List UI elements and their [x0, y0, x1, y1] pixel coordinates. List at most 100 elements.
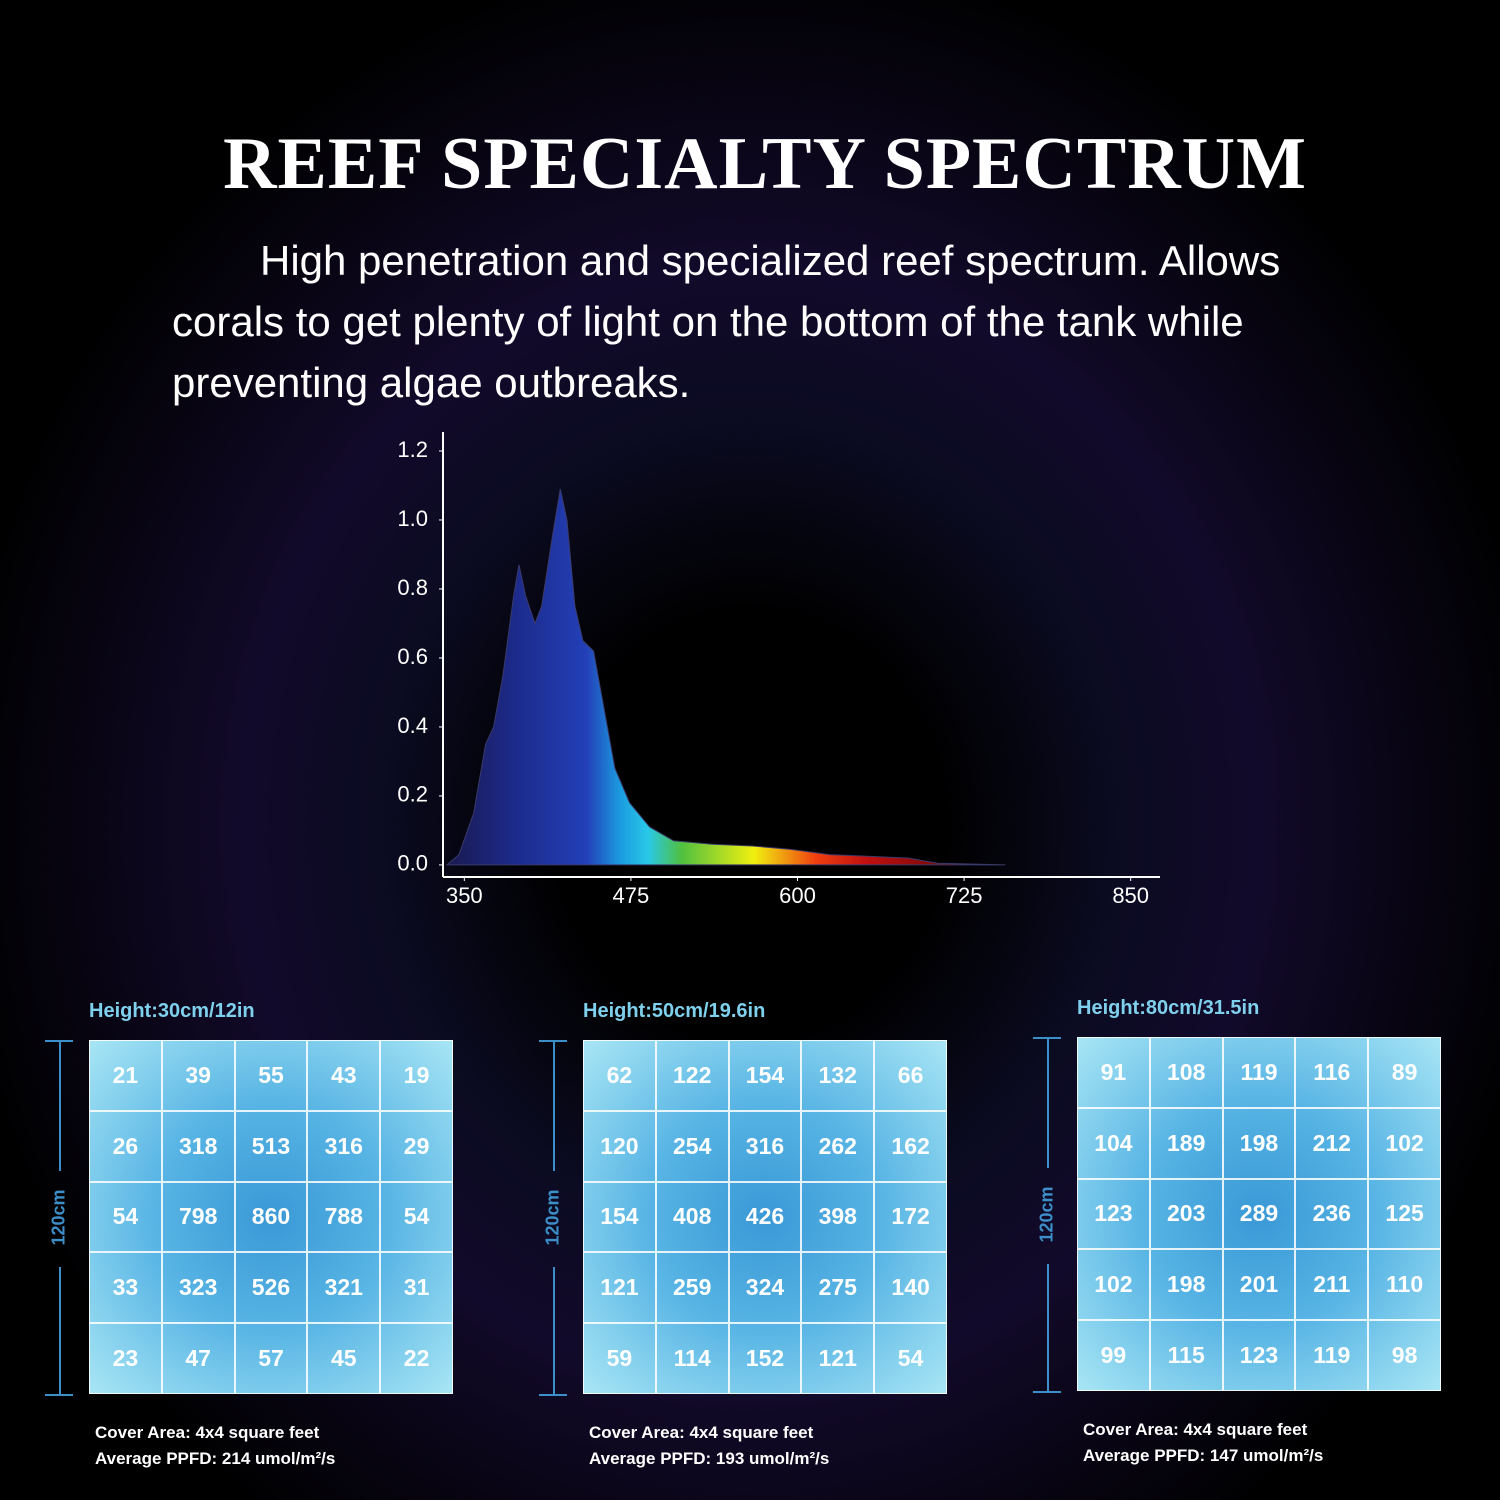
- ppfd-cell: 426: [728, 1181, 802, 1253]
- ppfd-cell: 860: [234, 1181, 308, 1253]
- ppfd-cell: 59: [583, 1323, 656, 1394]
- ppfd-cell: 26: [89, 1110, 162, 1182]
- height-label: Height:30cm/12in: [89, 1000, 255, 1022]
- ppfd-cell: 98: [1368, 1320, 1441, 1391]
- ppfd-cell: 102: [1368, 1107, 1441, 1179]
- ppfd-cell: 39: [161, 1040, 235, 1111]
- ppfd-cell: 211: [1295, 1249, 1369, 1321]
- ppfd-cell: 89: [1368, 1037, 1441, 1108]
- ppfd-cell: 119: [1222, 1037, 1296, 1108]
- ppfd-cell: 323: [161, 1252, 235, 1324]
- ppfd-cell: 99: [1077, 1320, 1150, 1391]
- ppfd-grid: 21 39 55 43 19 26 318 513 316 29 54 798 860 788 54 33 32…: [89, 1040, 453, 1394]
- ppfd-cell: 116: [1295, 1037, 1369, 1108]
- average-ppfd: Average PPFD: 193 umol/m²/s: [589, 1449, 830, 1468]
- ppfd-cell: 236: [1295, 1178, 1369, 1250]
- ppfd-cell: 47: [161, 1323, 235, 1394]
- average-ppfd: Average PPFD: 214 umol/m²/s: [95, 1449, 336, 1468]
- ppfd-cell: 31: [380, 1252, 453, 1324]
- cover-area: Cover Area: 4x4 square feet: [1083, 1420, 1308, 1439]
- scale-cap: [539, 1394, 567, 1396]
- ppfd-cell: 275: [801, 1252, 875, 1324]
- ppfd-cell: 119: [1295, 1320, 1369, 1391]
- scale-cap: [1033, 1391, 1061, 1393]
- ppfd-cell: 198: [1222, 1107, 1296, 1179]
- ppfd-cell: 212: [1295, 1107, 1369, 1179]
- ppfd-cell: 21: [89, 1040, 162, 1111]
- y-tick-label: 0.4: [397, 713, 428, 738]
- ppfd-cell: 198: [1149, 1249, 1223, 1321]
- ppfd-cell: 121: [801, 1323, 875, 1394]
- scale-line: [553, 1040, 555, 1171]
- x-tick-label: 350: [446, 883, 483, 908]
- ppfd-cell: 120: [583, 1110, 656, 1182]
- ppfd-cell: 121: [583, 1252, 656, 1324]
- ppfd-cell: 62: [583, 1040, 656, 1111]
- side-label: 120cm: [542, 1189, 563, 1246]
- x-tick-label: 725: [946, 883, 983, 908]
- scale-line: [1047, 1037, 1049, 1168]
- ppfd-cell: 798: [161, 1181, 235, 1253]
- cover-area: Cover Area: 4x4 square feet: [589, 1423, 814, 1442]
- ppfd-cell: 254: [655, 1110, 729, 1182]
- ppfd-cell: 189: [1149, 1107, 1223, 1179]
- average-ppfd: Average PPFD: 147 umol/m²/s: [1083, 1446, 1324, 1465]
- ppfd-grid: 91 108 119 116 89 104 189 198 212 102 123 203 289 236…: [1077, 1037, 1441, 1391]
- spectrum-area: [445, 488, 1006, 866]
- ppfd-cell: 203: [1149, 1178, 1223, 1250]
- ppfd-cell: 110: [1368, 1249, 1441, 1321]
- scale-line: [1047, 1263, 1049, 1391]
- ppfd-cell: 22: [380, 1323, 453, 1394]
- ppfd-cell: 125: [1368, 1178, 1441, 1250]
- ppfd-cell: 259: [655, 1252, 729, 1324]
- ppfd-cell: 43: [307, 1040, 381, 1111]
- ppfd-cell: 123: [1077, 1178, 1150, 1250]
- scale-cap: [45, 1040, 73, 1042]
- ppfd-cell: 526: [234, 1252, 308, 1324]
- ppfd-cell: 513: [234, 1110, 308, 1182]
- title: REEF SPECIALTY SPECTRUM: [223, 123, 1307, 205]
- ppfd-cell: 91: [1077, 1037, 1150, 1108]
- ppfd-cell: 23: [89, 1323, 162, 1394]
- ppfd-cell: 122: [655, 1040, 729, 1111]
- ppfd-cell: 45: [307, 1323, 381, 1394]
- ppfd-grid: 62 122 154 132 66 120 254 316 262 162 154 408 426 398…: [583, 1040, 947, 1394]
- ppfd-cell: 408: [655, 1181, 729, 1253]
- x-tick-label: 475: [613, 883, 650, 908]
- ppfd-cell: 140: [874, 1252, 947, 1324]
- y-tick-label: 1.0: [397, 506, 428, 531]
- ppfd-cell: 19: [380, 1040, 453, 1111]
- ppfd-cell: 321: [307, 1252, 381, 1324]
- description: High penetration and specialized reef sp…: [172, 237, 1281, 406]
- scale-line: [553, 1266, 555, 1394]
- ppfd-cell: 154: [728, 1040, 802, 1111]
- ppfd-cell: 289: [1222, 1178, 1296, 1250]
- ppfd-cell: 324: [728, 1252, 802, 1324]
- scale-line: [59, 1040, 61, 1171]
- ppfd-cell: 102: [1077, 1249, 1150, 1321]
- ppfd-cell: 162: [874, 1110, 947, 1182]
- y-tick-label: 0.2: [397, 782, 428, 807]
- ppfd-cell: 172: [874, 1181, 947, 1253]
- ppfd-cell: 201: [1222, 1249, 1296, 1321]
- spectrum-chart: 0.0 0.2 0.4 0.6 0.8 1.0 1.2 350 475 600 725 850: [397, 437, 1006, 908]
- ppfd-cell: 316: [307, 1110, 381, 1182]
- ppfd-cell: 262: [801, 1110, 875, 1182]
- y-tick-label: 1.2: [397, 437, 428, 462]
- ppfd-cell: 54: [89, 1181, 162, 1253]
- ppfd-cell: 33: [89, 1252, 162, 1324]
- scale-cap: [1033, 1037, 1061, 1039]
- scale-cap: [45, 1394, 73, 1396]
- ppfd-cell: 152: [728, 1323, 802, 1394]
- ppfd-cell: 54: [874, 1323, 947, 1394]
- ppfd-cell: 132: [801, 1040, 875, 1111]
- height-label: Height:80cm/31.5in: [1077, 997, 1260, 1019]
- ppfd-cell: 316: [728, 1110, 802, 1182]
- ppfd-cell: 108: [1149, 1037, 1223, 1108]
- height-label: Height:50cm/19.6in: [583, 1000, 766, 1022]
- ppfd-cell: 154: [583, 1181, 656, 1253]
- ppfd-cell: 66: [874, 1040, 947, 1111]
- ppfd-cell: 55: [234, 1040, 308, 1111]
- side-label: 120cm: [1036, 1186, 1057, 1243]
